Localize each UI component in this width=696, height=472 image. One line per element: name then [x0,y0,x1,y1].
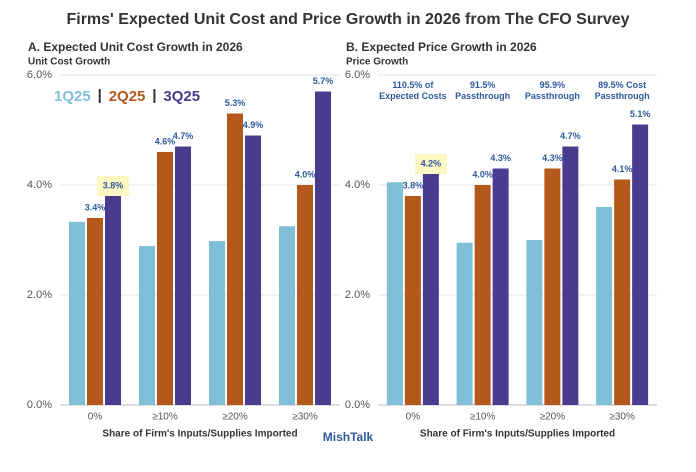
value-label: 4.1% [612,164,633,174]
x-axis-label: Share of Firm's Inputs/Supplies Imported [102,429,297,440]
y-tick-label: 6.0% [345,69,370,81]
x-tick-label: ≥10% [152,412,178,423]
bar [139,246,155,405]
annotation-box: 110.5% of Expected Costs [379,80,447,101]
legend-separator [153,89,156,103]
bar [614,179,631,405]
bar [157,152,173,405]
value-label: 3.8% [403,180,424,190]
bar [492,168,509,405]
legend-entry: 2Q25 [109,88,146,105]
value-label: 4.9% [243,120,264,130]
highlight [414,154,447,174]
bar [386,182,403,405]
value-label: 4.7% [173,131,194,141]
bar [404,196,421,405]
bar [315,91,331,405]
bar [105,196,121,405]
legend-separator [98,89,101,103]
y-tick-label: 0.0% [27,399,52,411]
x-tick-label: ≥20% [222,412,248,423]
annotation: 95.9% Passthrough [524,80,580,101]
value-label: 5.3% [225,98,246,108]
value-label: 4.0% [295,169,316,179]
value-label: 4.7% [560,131,581,141]
bar [422,174,439,405]
value-label: 4.3% [490,153,511,163]
annotation: 110.5% of Expected Costs [379,80,447,101]
x-tick-label: ≥30% [609,412,635,423]
bar [526,240,543,405]
y-tick-label: 4.0% [345,179,370,191]
y-tick-label: 2.0% [27,289,52,301]
value-label: 3.8% [103,180,124,190]
y-tick-label: 6.0% [27,69,52,81]
x-tick-label: 0% [406,412,421,423]
y-tick-label: 0.0% [345,399,370,411]
x-tick-label: ≥10% [470,412,496,423]
x-tick-label: ≥30% [292,412,318,423]
x-tick-label: 0% [88,412,103,423]
value-label: 4.3% [542,153,563,163]
value-label: 4.6% [155,136,176,146]
y-axis-label: Price Growth [346,57,408,68]
bar [456,242,473,405]
y-tick-label: 2.0% [345,289,370,301]
bar [596,207,613,405]
value-label: 5.7% [313,76,334,86]
annotation-box: 91.5% Passthrough [455,80,511,101]
bar [209,241,225,405]
value-label: 3.4% [85,202,106,212]
panel-title: A. Expected Unit Cost Growth in 2026 [28,40,243,54]
bar [227,113,243,405]
annotation-box: 89.5% Cost Passthrough [594,80,650,101]
legend-entry: 1Q25 [54,88,91,105]
bar [632,124,649,405]
bar [562,146,579,405]
highlight [97,176,129,196]
x-axis-label: Share of Firm's Inputs/Supplies Imported [420,429,615,440]
x-tick-label: ≥20% [540,412,566,423]
bar [544,168,561,405]
bar [69,221,85,405]
bar [279,226,295,405]
source: MishTalk [323,430,374,444]
y-tick-label: 4.0% [27,179,52,191]
bar [245,135,261,405]
main-title: Firms' Expected Unit Cost and Price Grow… [66,11,629,28]
bar [297,185,313,405]
value-label: 4.2% [421,158,442,168]
y-axis-label: Unit Cost Growth [28,57,110,68]
value-label: 5.1% [630,109,651,119]
annotation: 91.5% Passthrough [455,80,511,101]
panel-title: B. Expected Price Growth in 2026 [346,40,537,54]
annotation: 89.5% Cost Passthrough [594,80,650,101]
legend-entry: 3Q25 [163,88,200,105]
value-label: 4.0% [472,169,493,179]
bar [175,146,191,405]
annotation-box: 95.9% Passthrough [524,80,580,101]
bar [87,218,103,405]
bar [474,185,491,405]
